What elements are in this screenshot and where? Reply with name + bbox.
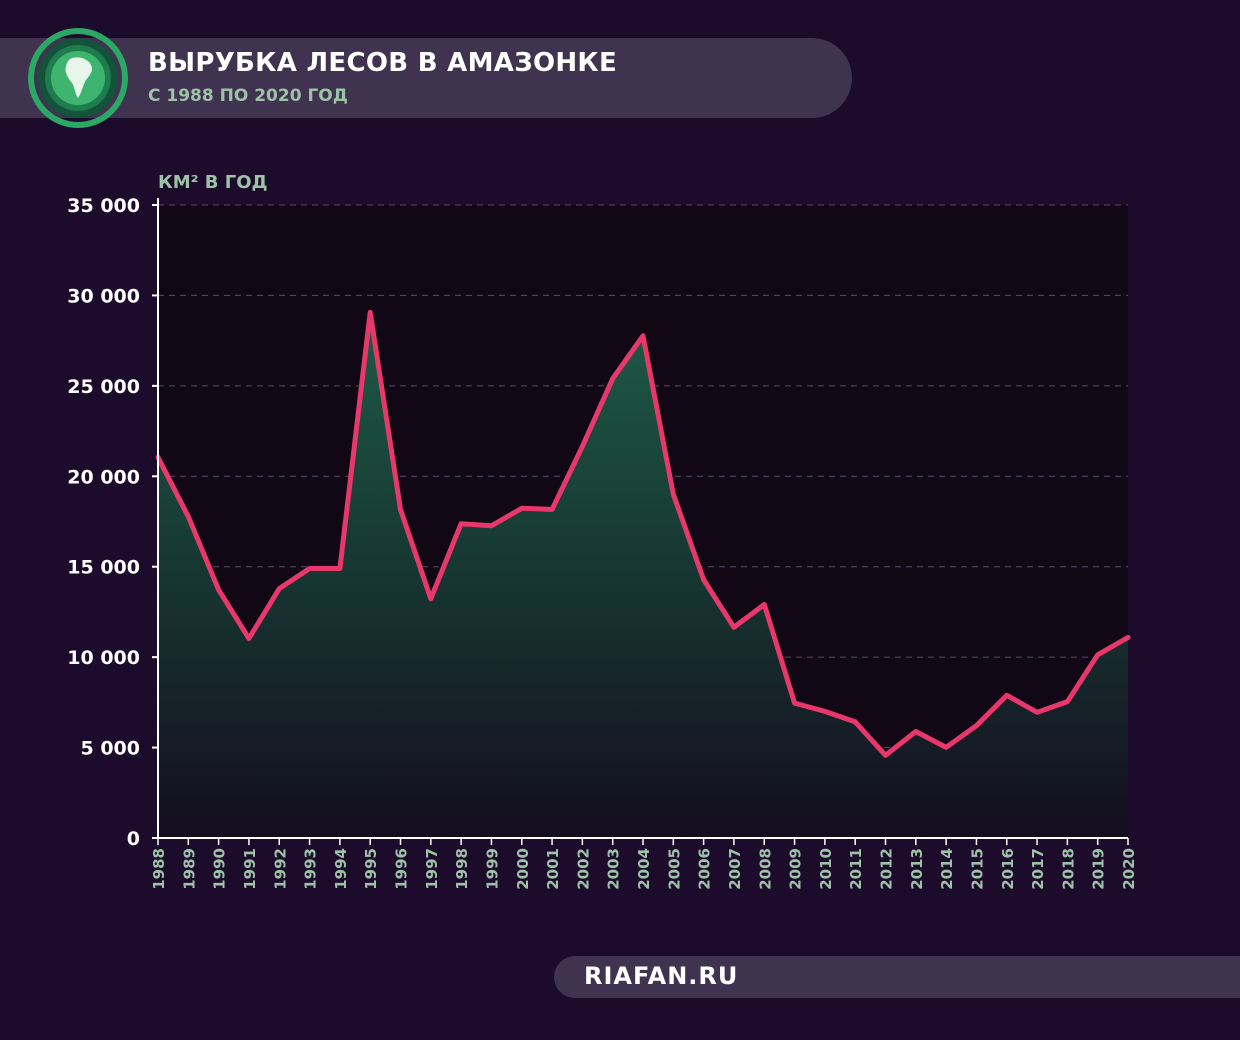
data-line [155, 309, 1131, 758]
x-tick-label: 1988 [150, 848, 168, 890]
y-tick-label: 10 000 [67, 647, 140, 669]
x-tick-label: 1994 [332, 848, 350, 890]
x-tick-label: 1992 [271, 848, 289, 890]
y-tick-label: 35 000 [67, 195, 140, 217]
header-banner [0, 38, 852, 118]
y-tick-label: 30 000 [67, 285, 140, 307]
x-tick-label: 2011 [847, 848, 865, 890]
x-tick-label: 1998 [453, 848, 471, 890]
x-tick-label: 2001 [544, 848, 562, 890]
x-tick-label: 1995 [362, 848, 380, 890]
x-tick-label: 2004 [635, 848, 653, 890]
y-tick-labels: 0 5 000 10 000 15 000 20 000 25 000 30 000 35 0… [67, 195, 140, 850]
x-tick-label: 1999 [483, 848, 501, 890]
x-tick-label: 2020 [1120, 848, 1138, 890]
x-tick-label: 2019 [1090, 848, 1108, 890]
x-tick-label: 1990 [211, 848, 229, 890]
x-tick-label: 2009 [787, 848, 805, 890]
x-tick-label: 2018 [1059, 848, 1077, 890]
x-tick-label: 1989 [180, 848, 198, 890]
y-tick-label: 5 000 [81, 738, 141, 760]
source-label: RIAFAN.RU [584, 962, 739, 990]
x-tick-label: 1991 [241, 848, 259, 890]
x-tick-label: 2015 [968, 848, 986, 890]
footer-banner: RIAFAN.RU [554, 956, 1240, 998]
x-tick-label: 1993 [302, 848, 320, 890]
y-tick-label: 20 000 [67, 466, 140, 488]
x-tick-label: 2006 [696, 848, 714, 890]
chart-title: ВЫРУБКА ЛЕСОВ В АМАЗОНКЕ [148, 48, 618, 78]
deforestation-chart: 0 5 000 10 000 15 000 20 000 25 000 30 000 35 0… [67, 172, 1138, 890]
x-tick-label: 2002 [574, 848, 592, 890]
x-tick-label: 2014 [938, 848, 956, 890]
y-tick-label: 0 [127, 828, 140, 850]
x-tick-label: 1997 [423, 848, 441, 890]
x-tick-label: 1996 [393, 848, 411, 890]
x-tick-label: 2017 [1029, 848, 1047, 890]
x-tick-label: 2003 [605, 848, 623, 890]
x-tick-label: 2005 [665, 848, 683, 890]
y-tick-label: 25 000 [67, 376, 140, 398]
x-tick-labels: 1988 1989 1990 1991 1992 1993 1994 1995 1996 1997… [150, 848, 1138, 890]
axes [152, 198, 1129, 845]
globe-south-america-icon [28, 28, 128, 128]
y-tick-label: 15 000 [67, 557, 140, 579]
x-tick-label: 2007 [726, 848, 744, 890]
x-tick-label: 2016 [999, 848, 1017, 890]
x-tick-label: 2000 [514, 848, 532, 890]
area-fill [158, 312, 1128, 838]
y-axis-label: КМ² В ГОД [158, 172, 268, 193]
x-tick-label: 2010 [817, 848, 835, 890]
x-tick-label: 2013 [908, 848, 926, 890]
x-tick-label: 2012 [878, 848, 896, 890]
chart-subtitle: С 1988 ПО 2020 ГОД [148, 86, 348, 106]
x-tick-label: 2008 [756, 848, 774, 890]
